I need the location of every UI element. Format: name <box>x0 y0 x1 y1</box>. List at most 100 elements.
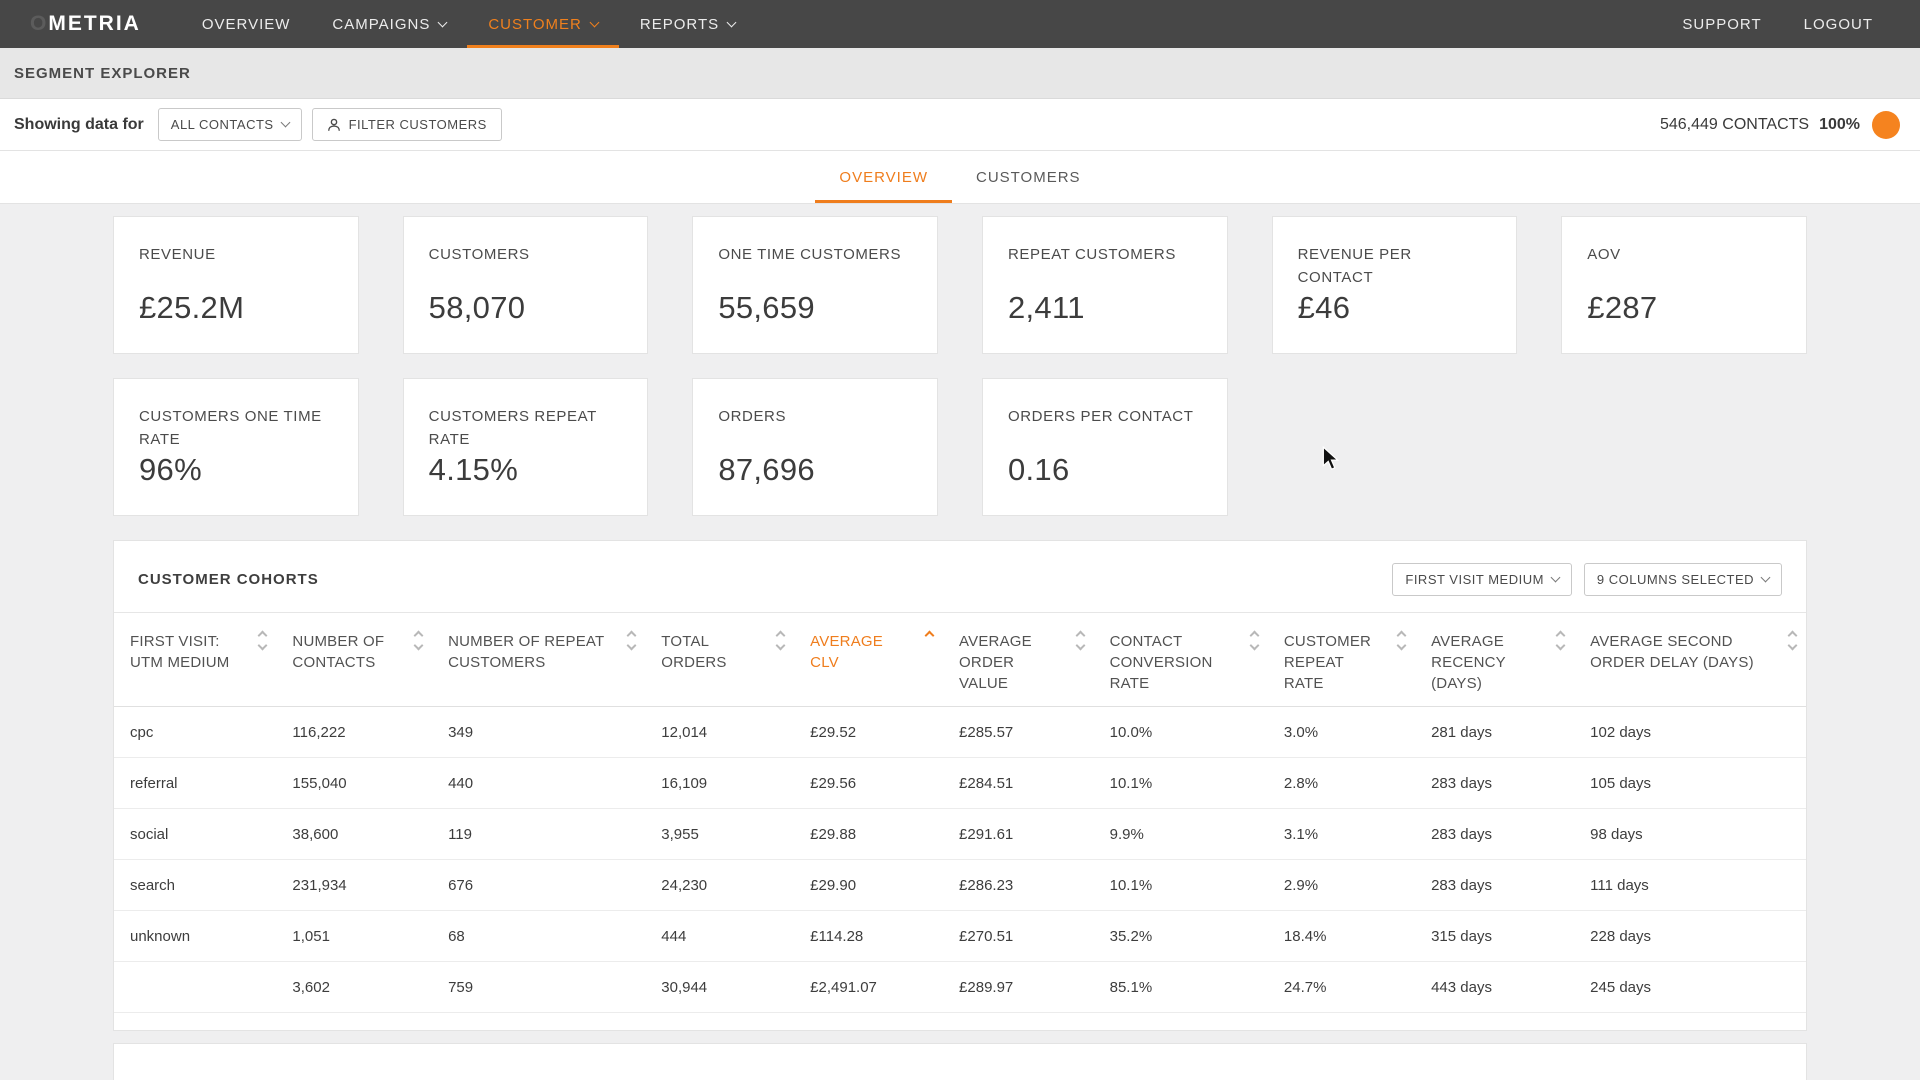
column-header-7[interactable]: CUSTOMER REPEAT RATE <box>1268 613 1415 707</box>
cohort-cell: 676 <box>432 860 645 911</box>
sort-toggle-icon[interactable] <box>1251 632 1258 649</box>
column-header-6[interactable]: CONTACT CONVERSION RATE <box>1094 613 1268 707</box>
cohort-cell: 3.0% <box>1268 707 1415 758</box>
cohort-cell: 3,602 <box>276 962 432 1013</box>
cohort-cell: 116,222 <box>276 707 432 758</box>
sort-ascending-icon[interactable] <box>926 632 933 639</box>
kpi-label: REVENUE <box>139 243 333 290</box>
kpi-value: 87,696 <box>718 452 912 488</box>
column-header-9[interactable]: AVERAGE SECOND ORDER DELAY (DAYS) <box>1574 613 1806 707</box>
cohort-cell: referral <box>114 758 276 809</box>
column-header-3[interactable]: TOTAL ORDERS <box>645 613 794 707</box>
kpi-label: REVENUE PER CONTACT <box>1298 243 1492 290</box>
chevron-down-icon <box>727 17 737 27</box>
kpi-value: 4.15% <box>429 452 623 488</box>
column-header-label: AVERAGE CLV <box>810 633 883 671</box>
column-header-8[interactable]: AVERAGE RECENCY (DAYS) <box>1415 613 1574 707</box>
cohorts-panel-header: CUSTOMER COHORTS FIRST VISIT MEDIUM 9 CO… <box>114 541 1806 612</box>
chevron-down-icon <box>1550 573 1560 583</box>
cohorts-table-body: cpc116,22234912,014£29.52£285.5710.0%3.0… <box>114 707 1806 1013</box>
kpi-row-1: REVENUE £25.2M CUSTOMERS 58,070 ONE TIME… <box>113 216 1807 354</box>
cohort-row: cpc116,22234912,014£29.52£285.5710.0%3.0… <box>114 707 1806 758</box>
cohorts-title: CUSTOMER COHORTS <box>138 571 319 588</box>
kpi-card-one-time-rate: CUSTOMERS ONE TIME RATE 96% <box>113 378 359 516</box>
kpi-card-revenue: REVENUE £25.2M <box>113 216 359 354</box>
contacts-percent: 100% <box>1819 116 1860 134</box>
tab-label: CUSTOMERS <box>976 169 1081 186</box>
person-icon <box>327 118 341 132</box>
nav-item-reports[interactable]: REPORTS <box>619 0 756 48</box>
segment-dropdown[interactable]: ALL CONTACTS <box>158 108 302 141</box>
chevron-down-icon <box>1761 573 1771 583</box>
kpi-value: 2,411 <box>1008 290 1202 326</box>
filter-customers-button[interactable]: FILTER CUSTOMERS <box>312 108 502 141</box>
dimension-dropdown[interactable]: FIRST VISIT MEDIUM <box>1392 563 1572 596</box>
cohort-cell: 10.1% <box>1094 860 1268 911</box>
cohorts-controls: FIRST VISIT MEDIUM 9 COLUMNS SELECTED <box>1392 563 1782 596</box>
tab-overview[interactable]: OVERVIEW <box>815 151 952 203</box>
segment-explorer-page: OMETRIA OVERVIEW CAMPAIGNS CUSTOMER REPO… <box>0 0 1920 1080</box>
cohort-cell: 283 days <box>1415 809 1574 860</box>
sort-toggle-icon[interactable] <box>1789 632 1796 649</box>
cohort-cell: 283 days <box>1415 758 1574 809</box>
nav-item-logout[interactable]: LOGOUT <box>1783 0 1894 48</box>
sort-toggle-icon[interactable] <box>628 632 635 649</box>
cohort-row: referral155,04044016,109£29.56£284.5110.… <box>114 758 1806 809</box>
kpi-label: CUSTOMERS REPEAT RATE <box>429 405 623 452</box>
nav-item-overview[interactable]: OVERVIEW <box>181 0 312 48</box>
sort-toggle-icon[interactable] <box>259 632 266 649</box>
kpi-label: REPEAT CUSTOMERS <box>1008 243 1202 290</box>
kpi-card-customers: CUSTOMERS 58,070 <box>403 216 649 354</box>
cohort-cell: 10.0% <box>1094 707 1268 758</box>
cohort-cell: 349 <box>432 707 645 758</box>
sort-toggle-icon[interactable] <box>777 632 784 649</box>
cohort-cell: 440 <box>432 758 645 809</box>
cohort-cell: £289.97 <box>943 962 1094 1013</box>
cohort-cell: £291.61 <box>943 809 1094 860</box>
cohort-cell: 228 days <box>1574 911 1806 962</box>
showing-data-for-label: Showing data for <box>14 116 144 134</box>
cohort-cell: £286.23 <box>943 860 1094 911</box>
ometria-logo[interactable]: OMETRIA <box>30 0 141 48</box>
column-header-2[interactable]: NUMBER OF REPEAT CUSTOMERS <box>432 613 645 707</box>
cohort-cell: 315 days <box>1415 911 1574 962</box>
sort-toggle-icon[interactable] <box>1398 632 1405 649</box>
sort-toggle-icon[interactable] <box>415 632 422 649</box>
dimension-dropdown-value: FIRST VISIT MEDIUM <box>1405 572 1544 587</box>
cohort-row: search231,93467624,230£29.90£286.2310.1%… <box>114 860 1806 911</box>
sort-toggle-icon[interactable] <box>1077 632 1084 649</box>
kpi-row-2: CUSTOMERS ONE TIME RATE 96% CUSTOMERS RE… <box>113 378 1807 516</box>
nav-item-support[interactable]: SUPPORT <box>1661 0 1782 48</box>
kpi-label: AOV <box>1587 243 1781 290</box>
kpi-label: ORDERS PER CONTACT <box>1008 405 1202 452</box>
kpi-value: 58,070 <box>429 290 623 326</box>
column-header-1[interactable]: NUMBER OF CONTACTS <box>276 613 432 707</box>
sort-toggle-icon[interactable] <box>1557 632 1564 649</box>
tab-customers[interactable]: CUSTOMERS <box>952 151 1105 203</box>
cohort-cell: unknown <box>114 911 276 962</box>
cohort-cell: 245 days <box>1574 962 1806 1013</box>
chevron-down-icon <box>280 118 290 128</box>
kpi-value: 55,659 <box>718 290 912 326</box>
columns-dropdown[interactable]: 9 COLUMNS SELECTED <box>1584 563 1782 596</box>
top-nav: OMETRIA OVERVIEW CAMPAIGNS CUSTOMER REPO… <box>0 0 1920 48</box>
cohort-cell: 283 days <box>1415 860 1574 911</box>
cohort-cell: 444 <box>645 911 794 962</box>
main-content: REVENUE £25.2M CUSTOMERS 58,070 ONE TIME… <box>0 204 1920 1080</box>
nav-items: OVERVIEW CAMPAIGNS CUSTOMER REPORTS <box>181 0 756 48</box>
column-header-label: TOTAL ORDERS <box>661 633 726 671</box>
nav-item-campaigns[interactable]: CAMPAIGNS <box>311 0 467 48</box>
nav-item-customer[interactable]: CUSTOMER <box>467 0 619 48</box>
cohort-cell: 1,051 <box>276 911 432 962</box>
cohort-cell: 2.9% <box>1268 860 1415 911</box>
column-header-5[interactable]: AVERAGE ORDER VALUE <box>943 613 1094 707</box>
cohort-cell: 155,040 <box>276 758 432 809</box>
contacts-summary: 546,449 CONTACTS 100% <box>1660 111 1900 139</box>
cohort-cell: 102 days <box>1574 707 1806 758</box>
kpi-label: CUSTOMERS ONE TIME RATE <box>139 405 333 452</box>
kpi-label: ORDERS <box>718 405 912 452</box>
cohort-cell: 98 days <box>1574 809 1806 860</box>
cohort-row: 3,60275930,944£2,491.07£289.9785.1%24.7%… <box>114 962 1806 1013</box>
column-header-4[interactable]: AVERAGE CLV <box>794 613 943 707</box>
column-header-0[interactable]: FIRST VISIT: UTM MEDIUM <box>114 613 276 707</box>
